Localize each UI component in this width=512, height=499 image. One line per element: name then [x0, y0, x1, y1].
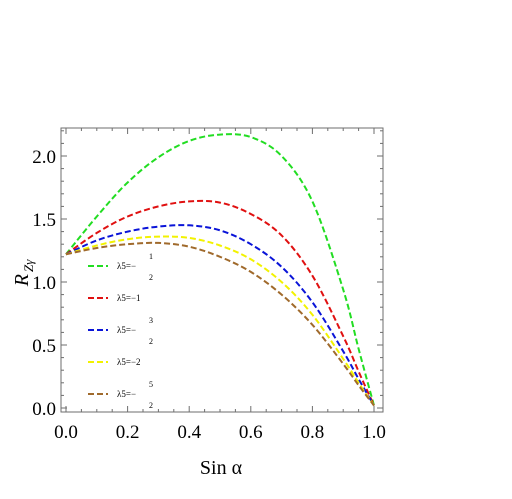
x-tick-label: 0.4	[177, 422, 201, 443]
y-tick-label: 1.5	[32, 210, 56, 231]
legend-fraction-denominator: 2	[149, 273, 153, 282]
legend-fraction-denominator: 2	[149, 401, 153, 410]
y-tick-label: 0.5	[32, 336, 56, 357]
legend-fraction-numerator: 3	[149, 316, 153, 325]
y-axis-title: R Zγ	[11, 259, 36, 287]
legend-label-1: λ5=−	[117, 261, 136, 271]
y-tick-labels: 0.0 0.5 1.0 1.5 2.0	[32, 147, 56, 420]
x-tick-label: 0.8	[301, 422, 325, 443]
plot-area	[60, 127, 384, 413]
series-lines	[65, 133, 375, 407]
legend-fraction-numerator: 5	[149, 380, 153, 389]
legend-fraction-numerator: 1	[149, 252, 153, 261]
x-tick-label: 0.0	[54, 422, 78, 443]
legend-label-4: λ5=−2	[117, 357, 141, 367]
series-line-3	[65, 224, 375, 407]
legend-fraction-denominator: 2	[149, 337, 153, 346]
legend-label-5: λ5=−	[117, 389, 136, 399]
y-axis-title-sub: Zγ	[21, 259, 36, 272]
legend-label-3: λ5=−	[117, 325, 136, 335]
axis-ticks	[61, 128, 383, 412]
y-tick-label: 2.0	[32, 147, 56, 168]
x-tick-labels: 0.0 0.2 0.4 0.6 0.8 1.0	[54, 422, 386, 443]
series-line-1	[65, 133, 375, 406]
series-line-2	[65, 199, 375, 406]
series-line-4	[65, 235, 375, 407]
y-tick-label: 1.0	[32, 273, 56, 294]
x-tick-label: 0.6	[239, 422, 263, 443]
x-tick-label: 0.2	[116, 422, 140, 443]
y-tick-label: 0.0	[32, 399, 56, 420]
x-axis-title: Sin α	[200, 457, 243, 479]
legend-label-2: λ5=−1	[117, 293, 141, 303]
y-axis-title-main: R	[11, 274, 33, 287]
x-tick-label: 1.0	[362, 422, 386, 443]
series-line-5	[65, 241, 375, 407]
